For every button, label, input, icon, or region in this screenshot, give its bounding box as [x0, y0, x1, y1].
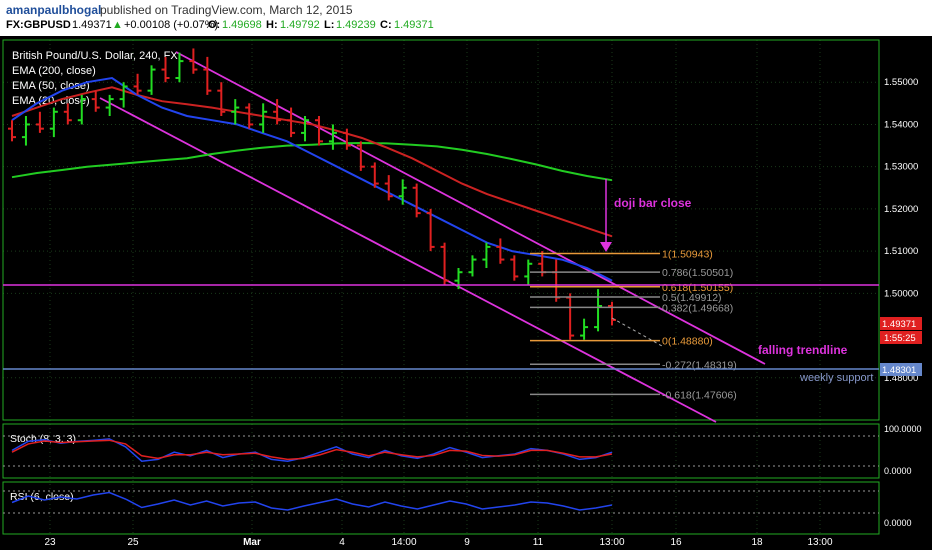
stoch-pane-border: [2, 423, 880, 479]
stoch-tick-100: 100.0000: [884, 424, 922, 434]
fib-level-label: 0.5(1.49912): [662, 292, 722, 304]
symbol-label: FX:GBPUSD: [6, 19, 71, 31]
main-pane-border: [2, 39, 880, 421]
falling-channel: [99, 51, 766, 423]
time-tick-label: 9: [464, 537, 470, 548]
last-price-tag-text: 1.49371: [882, 319, 916, 330]
open-label: O:: [208, 19, 221, 31]
trendline-annotation: falling trendline: [758, 343, 848, 357]
time-tick-label: 25: [127, 537, 139, 548]
time-tick-label: 23: [44, 537, 56, 548]
fib-level-label: 0(1.48880): [662, 336, 713, 348]
price-change: +0.00108 (+0.07%): [124, 19, 219, 31]
author-link[interactable]: amanpaulbhogal: [6, 3, 102, 17]
fib-level-label: -0.618(1.47606): [662, 389, 737, 401]
time-tick-label: 16: [670, 537, 682, 548]
low-value: 1.49239: [336, 19, 376, 31]
ema-line-0: [11, 141, 613, 182]
weekly-support-label: weekly support: [799, 372, 873, 384]
up-arrow-icon: ▲: [112, 19, 123, 31]
price-tick-label: 1.54000: [884, 119, 918, 130]
candles: [8, 48, 616, 340]
time-axis: 23 25 Mar 4 14:00 9 11 13:00 16 18 13:00: [44, 537, 833, 548]
support-price-text: 1.48301: [882, 365, 916, 376]
high-value: 1.49792: [280, 19, 320, 31]
time-tick-label: 4: [339, 537, 345, 548]
rsi-pane-border: [2, 481, 880, 535]
ema-line-2: [11, 76, 613, 282]
fib-level-label: 0.786(1.50501): [662, 267, 733, 279]
fib-level-label: 1(1.50943): [662, 249, 713, 261]
high-label: H:: [266, 19, 278, 31]
rsi-line: [11, 491, 613, 511]
price-tick-label: 1.48000: [884, 373, 918, 384]
ema-line-1: [11, 86, 613, 238]
channel-upper-line: [175, 51, 766, 365]
down-arrow-icon: [600, 242, 612, 252]
publish-header: amanpaulbhogal published on TradingView.…: [0, 0, 932, 36]
close-label: C:: [380, 19, 392, 31]
price-tick-label: 1.51000: [884, 246, 918, 257]
fib-level-label: 0.382(1.49668): [662, 302, 733, 314]
published-text: published on TradingView.com, March 12, …: [100, 3, 353, 17]
ema200-legend: EMA (200, close): [12, 65, 96, 77]
last-price-tag: [880, 317, 922, 330]
low-label: L:: [324, 19, 335, 31]
countdown-tag: [880, 331, 922, 344]
rsi-title: RSI (6, close): [10, 491, 74, 503]
chart-title: British Pound/U.S. Dollar, 240, FX: [12, 50, 178, 62]
channel-lower-line: [99, 97, 717, 423]
time-tick-label: 13:00: [599, 537, 624, 548]
countdown-text: 1:55:25: [884, 333, 916, 344]
time-tick-label: 13:00: [807, 537, 832, 548]
stoch-d-line: [11, 439, 613, 461]
price-chart[interactable]: British Pound/U.S. Dollar, 240, FX EMA (…: [0, 36, 932, 550]
ema50-legend: EMA (50, close): [12, 80, 90, 92]
time-tick-label: Mar: [243, 537, 261, 548]
price-tick-label: 1.52000: [884, 204, 918, 215]
time-tick-label: 11: [533, 537, 544, 548]
open-value: 1.49698: [222, 19, 262, 31]
price-tick-label: 1.53000: [884, 162, 918, 173]
last-price: 1.49371: [72, 19, 112, 31]
price-tick-label: 1.50000: [884, 288, 918, 299]
time-tick-label: 14:00: [391, 537, 416, 548]
rsi-tick-0: 0.0000: [884, 518, 912, 528]
close-value: 1.49371: [394, 19, 434, 31]
support-price-tag: [880, 363, 922, 376]
ema-lines: [11, 76, 613, 282]
price-tick-label: 1.55000: [884, 77, 918, 88]
price-axis: 1.55000 1.54000 1.53000 1.52000 1.51000 1.500…: [884, 77, 918, 384]
doji-annotation: doji bar close: [614, 196, 692, 210]
time-tick-label: 18: [751, 537, 763, 548]
stoch-tick-0: 0.0000: [884, 466, 912, 476]
